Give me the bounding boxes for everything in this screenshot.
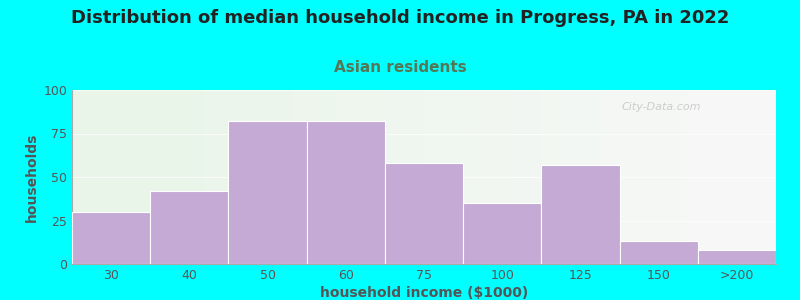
Text: Distribution of median household income in Progress, PA in 2022: Distribution of median household income … [71, 9, 729, 27]
X-axis label: household income ($1000): household income ($1000) [320, 286, 528, 300]
Bar [306, 121, 385, 264]
Bar [463, 203, 542, 264]
Bar [698, 250, 776, 264]
Text: Asian residents: Asian residents [334, 60, 466, 75]
Text: City-Data.com: City-Data.com [621, 102, 701, 112]
Bar [72, 212, 150, 264]
Bar [542, 165, 619, 264]
Bar [619, 242, 698, 264]
Bar [385, 163, 463, 264]
Bar [150, 191, 229, 264]
Bar [229, 121, 306, 264]
Y-axis label: households: households [25, 132, 39, 222]
